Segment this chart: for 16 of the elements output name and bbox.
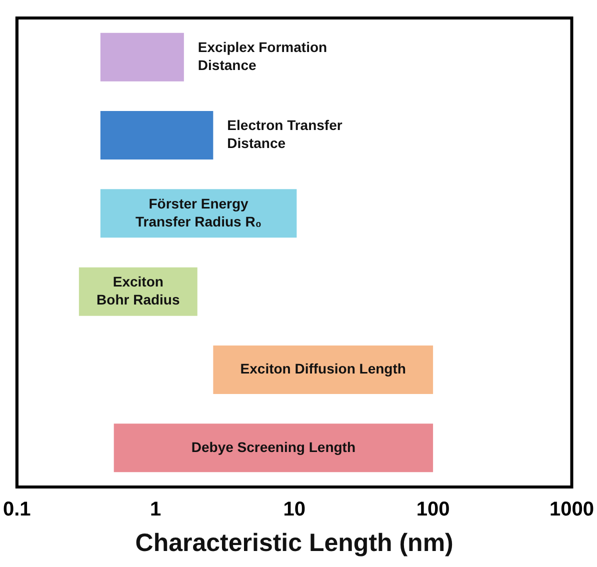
y-tick-label: Debye Screening Length — [191, 438, 356, 455]
x-tick-label: 0.1 — [2, 498, 31, 521]
x-axis-title: Characteristic Length (nm) — [135, 528, 454, 557]
x-tick-label: 10 — [283, 498, 306, 521]
x-tick-label: 1 — [150, 498, 162, 521]
y-tick-label: Förster Energy Transfer Radius R₀ — [135, 195, 262, 230]
x-tick-label: 100 — [416, 498, 450, 521]
y-tick-label: Exciton Diffusion Length — [240, 360, 406, 377]
y-tick-label: Exciton Bohr Radius — [96, 273, 180, 308]
bar — [100, 32, 184, 82]
x-tick-label: 1000 — [550, 498, 594, 521]
bar — [114, 424, 434, 472]
y-tick-label: Exciplex Formation Distance — [198, 38, 328, 73]
bar — [213, 346, 434, 394]
bar — [100, 111, 214, 160]
y-tick-label: Electron Transfer Distance — [227, 117, 343, 152]
